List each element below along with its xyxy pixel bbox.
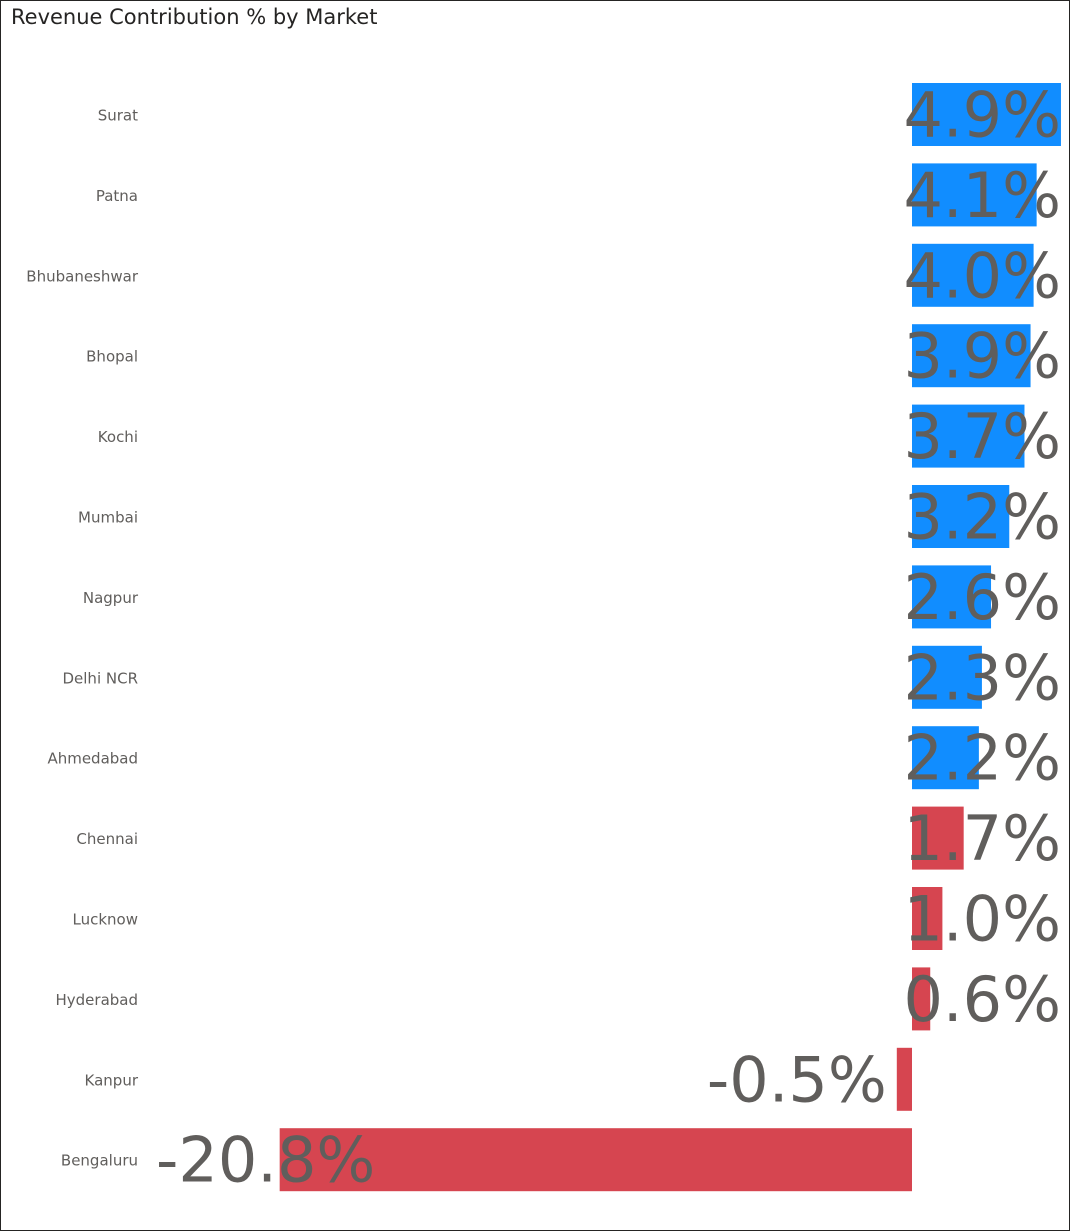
bar[interactable] (912, 726, 979, 790)
category-label: Delhi NCR (62, 669, 138, 687)
data-label: 4.0% (903, 239, 1061, 312)
category-label: Bhopal (86, 348, 138, 366)
category-label: Surat (98, 107, 138, 125)
data-label: 4.9% (903, 79, 1061, 152)
bar[interactable] (912, 324, 1031, 388)
category-label: Kochi (98, 428, 138, 446)
bar[interactable] (912, 806, 964, 870)
bar[interactable] (912, 967, 931, 1031)
category-label: Ahmedabad (47, 750, 138, 768)
category-label: Bengaluru (61, 1152, 138, 1170)
bar[interactable] (912, 404, 1025, 468)
category-label: Lucknow (73, 911, 139, 929)
bar[interactable] (279, 1128, 912, 1192)
data-label: 0.6% (903, 963, 1061, 1036)
chart-title: Revenue Contribution % by Market (11, 5, 378, 29)
data-label: -0.5% (707, 1043, 887, 1116)
data-label: 3.7% (903, 400, 1061, 473)
category-label: Mumbai (78, 509, 138, 527)
category-label: Hyderabad (56, 991, 139, 1009)
data-label: 4.1% (903, 159, 1061, 232)
category-label: Chennai (76, 830, 138, 848)
bar[interactable] (912, 645, 982, 709)
category-label: Patna (96, 187, 138, 205)
bar[interactable] (912, 243, 1034, 307)
bar[interactable] (912, 565, 992, 629)
data-label: 3.9% (903, 320, 1061, 393)
data-label: 1.0% (903, 883, 1061, 956)
category-label: Nagpur (83, 589, 139, 607)
data-label: 2.2% (903, 722, 1061, 795)
bar[interactable] (912, 83, 1061, 146)
category-label: Bhubaneshwar (26, 267, 139, 285)
data-label: 2.3% (903, 641, 1061, 714)
data-label: 1.7% (903, 802, 1061, 875)
bar[interactable] (912, 485, 1010, 548)
bar[interactable] (896, 1047, 912, 1111)
bar[interactable] (912, 887, 943, 950)
data-label: 3.2% (903, 481, 1061, 554)
category-label: Kanpur (85, 1071, 139, 1089)
data-label: 2.6% (903, 561, 1061, 634)
bar[interactable] (912, 163, 1037, 227)
data-label: -20.8% (156, 1124, 375, 1197)
